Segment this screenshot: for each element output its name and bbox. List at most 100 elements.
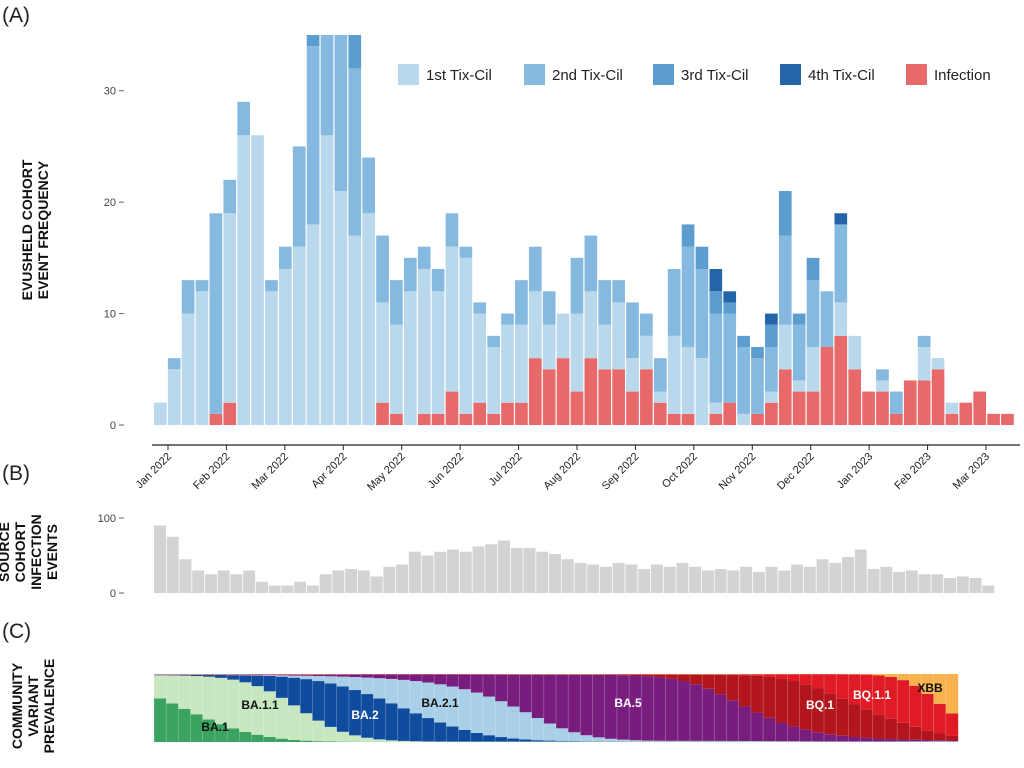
panel-c-variant-segment: [507, 674, 520, 707]
panel-c-variant-segment: [263, 675, 277, 692]
panel-c-variant-segment: [933, 733, 947, 741]
panel-c-variant-segment: [945, 735, 959, 741]
panel-a-bar-segment: [917, 347, 931, 381]
panel-c-variant-segment: [897, 739, 910, 742]
panel-c-variant-segment: [921, 674, 934, 694]
panel-c-variant-segment: [154, 675, 167, 699]
panel-a-bar-segment: [278, 269, 292, 425]
panel-c-variant-segment: [288, 677, 301, 706]
panel-a-bar-segment: [640, 369, 653, 425]
panel-a-bar-segment: [320, 35, 334, 136]
panel-c-variant-segment: [726, 700, 739, 741]
panel-c-variant-segment: [848, 674, 861, 705]
panel-a-bar-segment: [723, 291, 737, 303]
panel-a-bar-segment: [709, 291, 723, 314]
panel-b-bar: [625, 564, 638, 593]
panel-c-variant-segment: [738, 675, 752, 707]
panel-c-variant-segment: [909, 739, 922, 742]
panel-c-variant-segment: [824, 693, 837, 735]
panel-a-bar-segment: [792, 391, 806, 425]
panel-a-bar-segment: [570, 257, 584, 314]
panel-a-bar-segment: [417, 413, 431, 425]
panel-b-bar: [740, 566, 753, 593]
panel-c-variant-segment: [787, 674, 800, 682]
panel-c-variant-segment: [275, 674, 289, 676]
panel-a-bar-segment: [390, 280, 403, 325]
panel-c-variant-segment: [300, 675, 313, 680]
panel-c-variant-segment: [519, 712, 532, 740]
panel-a-bar-segment: [459, 246, 473, 258]
panel-c-variant-segment: [227, 728, 240, 742]
panel-b-bar: [816, 559, 829, 593]
panel-c-variant-segment: [616, 739, 630, 742]
panel-c-variant-segment: [409, 674, 423, 682]
panel-b-bar: [243, 570, 256, 593]
panel-c-variant-segment: [884, 674, 898, 677]
panel-a-bar-segment: [417, 269, 431, 414]
panel-a-xtick-label: Aug 2022: [541, 451, 583, 493]
panel-c-variant-segment: [361, 694, 374, 738]
panel-c-variant-segment: [470, 732, 484, 742]
panel-a-bar-segment: [890, 413, 903, 425]
panel-a-xtick-label: Oct 2022: [660, 451, 700, 491]
panel-c-ylabel-line1: COMMUNITY: [9, 662, 25, 749]
panel-a-bar-segment: [292, 246, 306, 425]
panel-c-variant-segment: [446, 726, 459, 742]
panel-c-variant-segment: [726, 674, 739, 701]
legend-swatch: [780, 64, 801, 85]
panel-c-variant-segment: [909, 726, 922, 740]
panel-b-bar: [803, 566, 816, 593]
panel-b-bar: [650, 564, 663, 593]
panel-a-bar-segment: [751, 347, 764, 359]
panel-c-variant-segment: [336, 674, 350, 677]
panel-a-bar-segment: [640, 335, 653, 370]
panel-c-variant-segment: [592, 674, 605, 738]
panel-a-bar-segment: [237, 101, 251, 136]
panel-c-variant-segment: [312, 676, 325, 682]
panel-b-bar: [701, 570, 714, 593]
panel-a-bar-segment: [584, 358, 598, 425]
panel-b-bar: [294, 581, 307, 593]
panel-c-variant-segment: [750, 712, 764, 742]
panel-c-variant-segment: [909, 674, 922, 686]
panel-b-bar: [485, 544, 498, 593]
panel-b-bar: [370, 576, 383, 593]
panel-a-bar-segment: [917, 380, 931, 425]
panel-c-variant-segment: [227, 675, 240, 680]
panel-c-variant-segment: [629, 675, 642, 741]
panel-a-bar-segment: [681, 413, 695, 425]
panel-a-bar-segment: [515, 280, 528, 325]
panel-a-bar-segment: [570, 313, 584, 392]
panel-a-bar-segment: [542, 291, 556, 325]
panel-c-variant-segment: [775, 722, 788, 742]
panel-c-variant-segment: [361, 737, 374, 742]
panel-a-bar-segment: [487, 413, 500, 425]
panel-b-bar: [230, 574, 243, 593]
panel-c-variant-label: BQ.1.1: [853, 688, 891, 702]
panel-a-bar-segment: [737, 335, 750, 347]
panel-b-ylabel-line4: EVENTS: [44, 524, 60, 580]
panel-a-bar-segment: [265, 291, 278, 425]
panel-c-variant-segment: [409, 741, 423, 742]
panel-c-variant-segment: [592, 737, 605, 742]
panel-a-bar-segment: [862, 391, 875, 425]
panel-c-variant-segment: [275, 697, 289, 739]
panel-a-bar-segment: [348, 35, 362, 69]
panel-c-variant-segment: [787, 726, 800, 742]
panel-b-bar: [472, 546, 485, 593]
panel-c-variant-segment: [860, 674, 873, 675]
panel-c-variant-segment: [519, 739, 532, 742]
panel-a-bar-segment: [195, 291, 209, 425]
panel-c-variant-segment: [811, 688, 825, 733]
panel-b-bar: [752, 572, 765, 593]
panel-c-variant-segment: [787, 681, 800, 727]
panel-a-bar-segment: [681, 224, 695, 247]
panel-c-variant-segment: [604, 674, 618, 739]
panel-a-bar-segment: [848, 335, 862, 370]
panel-c-variant-segment: [373, 674, 386, 679]
panel-b-ylabel-line1: SOURCE: [0, 522, 12, 582]
panel-c-variant-segment: [312, 674, 325, 677]
panel-c-variant-segment: [811, 732, 825, 742]
panel-a-bar-segment: [223, 179, 237, 214]
panel-c-variant-segment: [933, 740, 947, 742]
